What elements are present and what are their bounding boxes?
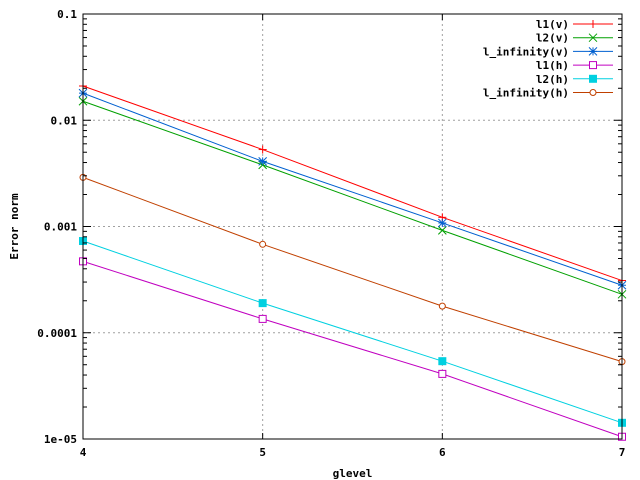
series-line-l1-v <box>82 85 623 282</box>
x-axis-label: glevel <box>333 467 373 480</box>
data-point-l2-v <box>437 225 447 235</box>
series-l-infinity-v <box>78 88 627 290</box>
x-tick-label: 5 <box>259 446 266 459</box>
data-point-l1-v <box>258 145 267 154</box>
series-line-l-infinity-v <box>82 92 623 286</box>
series-l1-h <box>79 257 626 441</box>
data-point-l-infinity-h <box>438 302 446 310</box>
legend-label: l1(h) <box>536 59 569 72</box>
data-point-l1-h <box>438 369 447 378</box>
legend: l1(v)l2(v)l_infinity(v)l1(h)l2(h)l_infin… <box>483 18 613 100</box>
legend-label: l_infinity(h) <box>483 87 569 100</box>
legend-marker <box>588 47 598 56</box>
legend-entry-l2-v: l2(v) <box>536 32 613 45</box>
y-tick-label: 1e-05 <box>44 433 77 446</box>
data-point-l-infinity-v <box>258 157 268 166</box>
legend-label: l1(v) <box>536 18 569 31</box>
series-l1-v <box>79 82 626 285</box>
series-line-l2-v <box>82 100 623 295</box>
y-tick-label: 0.0001 <box>37 327 77 340</box>
y-axis-label: Error norm <box>8 193 21 260</box>
series-line-l-infinity-h <box>82 176 623 363</box>
legend-marker <box>589 20 597 28</box>
x-tick-label: 7 <box>619 446 626 459</box>
legend-entry-l1-v: l1(v) <box>536 18 613 31</box>
y-tick-label: 0.001 <box>44 221 77 234</box>
data-point-l-infinity-h <box>259 240 267 248</box>
data-point-l1-h <box>258 314 267 323</box>
legend-entry-l-infinity-v: l_infinity(v) <box>483 45 613 58</box>
legend-entry-l1-h: l1(h) <box>536 59 613 72</box>
series-line-l2-h <box>82 240 623 424</box>
x-tick-label: 4 <box>80 446 87 459</box>
legend-marker <box>589 74 597 83</box>
series-line-l1-h <box>82 260 623 438</box>
data-point-l2-h <box>258 299 267 308</box>
legend-marker <box>589 61 597 70</box>
y-tick-label: 0.1 <box>57 8 77 21</box>
axis-ticks: 4 5 6 7 1e-05 0.0001 0.001 0.01 0.1 <box>37 8 625 459</box>
legend-label: l2(h) <box>536 73 569 86</box>
grid-lines <box>83 14 622 439</box>
legend-entry-l-infinity-h: l_infinity(h) <box>483 87 613 100</box>
series-layer <box>78 82 627 441</box>
legend-label: l2(v) <box>536 32 569 45</box>
series-l2-h <box>79 237 626 427</box>
x-tick-label: 6 <box>439 446 446 459</box>
legend-entry-l2-h: l2(h) <box>536 73 613 86</box>
series-l-infinity-h <box>79 173 626 366</box>
y-tick-label: 0.01 <box>51 114 78 127</box>
legend-marker <box>588 33 598 43</box>
legend-marker <box>589 89 597 96</box>
data-point-l-infinity-v <box>437 218 447 228</box>
legend-label: l_infinity(v) <box>483 45 569 58</box>
data-point-l2-h <box>438 357 447 366</box>
